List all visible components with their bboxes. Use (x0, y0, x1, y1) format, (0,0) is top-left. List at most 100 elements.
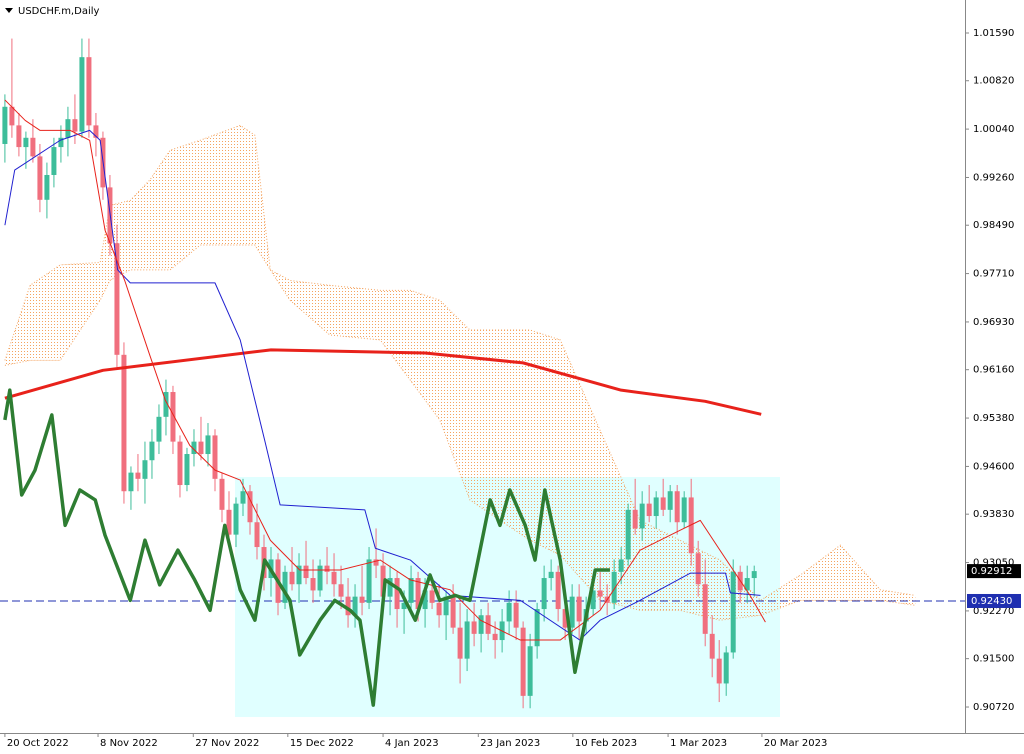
candle-body (37, 156, 43, 200)
candle-body (226, 509, 232, 535)
candle-body (359, 596, 365, 603)
candle-body (576, 596, 582, 622)
candle-body (443, 596, 449, 616)
candle-body (625, 509, 631, 560)
candle-body (513, 602, 519, 628)
candle-body (338, 584, 344, 597)
candle-body (541, 578, 547, 610)
indicator-line (4, 348, 762, 416)
candle-body (79, 57, 85, 132)
x-tick-label: 20 Mar 2023 (764, 738, 827, 749)
x-tick-label: 8 Nov 2022 (100, 738, 158, 749)
candle-body (135, 472, 141, 479)
candle-body (296, 565, 302, 585)
last-price-box (967, 564, 1021, 579)
candle-body (639, 503, 645, 529)
candle-body (653, 497, 659, 517)
y-tick-label: 0.91500 (973, 654, 1014, 665)
candle-body (254, 522, 260, 548)
candle-body (569, 596, 575, 628)
candle-body (282, 571, 288, 603)
candle-body (177, 441, 183, 486)
candle-body (478, 615, 484, 634)
y-tick-label: 0.92270 (973, 606, 1014, 617)
candle-body (709, 633, 715, 659)
candle-body (366, 559, 372, 603)
candle-body (429, 590, 435, 603)
candle-body (2, 106, 8, 144)
candle-body (751, 571, 757, 579)
candle-body (492, 633, 498, 641)
candle-body (562, 609, 568, 628)
candle-body (408, 578, 414, 603)
candle-body (345, 596, 351, 616)
y-tick-label: 0.97710 (973, 269, 1014, 280)
candle-body (534, 609, 540, 647)
candle-body (233, 503, 239, 535)
y-tick-label: 0.95380 (973, 413, 1014, 424)
candle-body (681, 497, 687, 523)
candle-body (30, 137, 36, 157)
candle-body (744, 578, 750, 591)
cloud-fill (4, 125, 916, 621)
y-tick-label: 0.99260 (973, 172, 1014, 183)
indicator-line (4, 99, 766, 641)
y-tick-label: 1.00040 (973, 124, 1014, 135)
candle-body (51, 147, 57, 175)
candle-body (618, 559, 624, 572)
candle-body (142, 460, 148, 479)
price-line-box (967, 593, 1021, 608)
candle-body (121, 354, 127, 492)
x-tick-label: 27 Nov 2022 (195, 738, 259, 749)
cloud-edge (4, 124, 916, 602)
y-tick-label: 1.01590 (973, 28, 1014, 39)
y-tick-label: 0.96160 (973, 365, 1014, 376)
candle-body (72, 119, 78, 132)
candle-body (723, 652, 729, 684)
candle-body (464, 621, 470, 659)
candle-body (240, 491, 246, 504)
candle-body (205, 435, 211, 455)
candle-body (702, 584, 708, 634)
menu-arrow[interactable] (5, 8, 13, 13)
candle-body (352, 596, 358, 616)
candle-body (93, 125, 99, 138)
candle-body (415, 578, 421, 610)
candle-body (450, 596, 456, 628)
candle-body (16, 125, 22, 148)
y-tick-label: 1.00820 (973, 76, 1014, 87)
y-tick-label: 0.98490 (973, 220, 1014, 231)
y-tick-label: 0.94600 (973, 461, 1014, 472)
candle-body (632, 509, 638, 529)
x-tick-label: 23 Jan 2023 (480, 738, 540, 749)
x-tick-label: 1 Mar 2023 (670, 738, 727, 749)
candle-body (247, 491, 253, 523)
candle-body (674, 491, 680, 523)
x-tick-label: 4 Jan 2023 (385, 738, 439, 749)
candle-body (506, 602, 512, 622)
candle-body (212, 435, 218, 479)
candle-body (303, 565, 309, 579)
candle-body (436, 602, 442, 616)
candle-body (310, 578, 316, 591)
candle-body (44, 174, 50, 200)
candle-body (149, 441, 155, 461)
candle-body (219, 478, 225, 510)
candle-body (555, 571, 561, 610)
candle-body (660, 497, 666, 510)
candle-body (23, 137, 29, 148)
candle-body (611, 571, 617, 603)
y-tick-label: 0.93050 (973, 558, 1014, 569)
candle-body (65, 119, 71, 138)
candle-body (590, 590, 596, 610)
candle-body (527, 646, 533, 696)
y-tick-label: 0.93830 (973, 509, 1014, 520)
chart-title: USDCHF.m,Daily (18, 6, 99, 17)
candle-body (373, 559, 379, 566)
candle-body (597, 590, 603, 597)
candle-body (58, 137, 64, 148)
candle-body (289, 571, 295, 585)
y-tick-label: 0.96930 (973, 317, 1014, 328)
